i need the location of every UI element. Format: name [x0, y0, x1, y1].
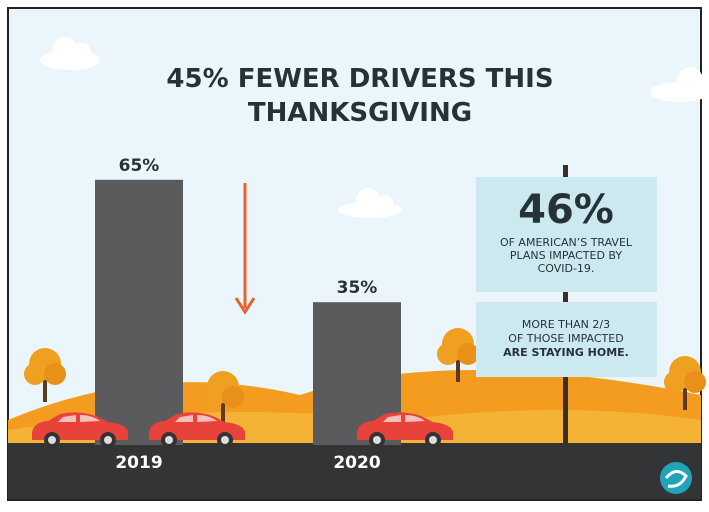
annotation: OF THOSE IMPACTED — [508, 332, 623, 345]
category-label: 2019 — [115, 453, 162, 473]
value-label: 35% — [337, 278, 378, 298]
category-label: 2020 — [333, 453, 380, 473]
annotation: OF AMERICAN’S TRAVEL — [500, 236, 633, 249]
big-stat: 46% — [518, 187, 614, 233]
value-label: 65% — [119, 156, 160, 176]
logo — [660, 462, 692, 494]
annotation: COVID-19. — [538, 262, 595, 275]
bar — [95, 180, 183, 445]
annotation: PLANS IMPACTED BY — [510, 249, 623, 262]
chart-title: 45% FEWER DRIVERS THIS THANKSGIVING — [150, 62, 570, 130]
annotation: ARE STAYING HOME. — [503, 346, 629, 359]
infographic: 65%201935%2020 46% OF AMERICAN’S TRAVEL … — [0, 0, 709, 512]
annotation: MORE THAN 2/3 — [522, 318, 610, 331]
